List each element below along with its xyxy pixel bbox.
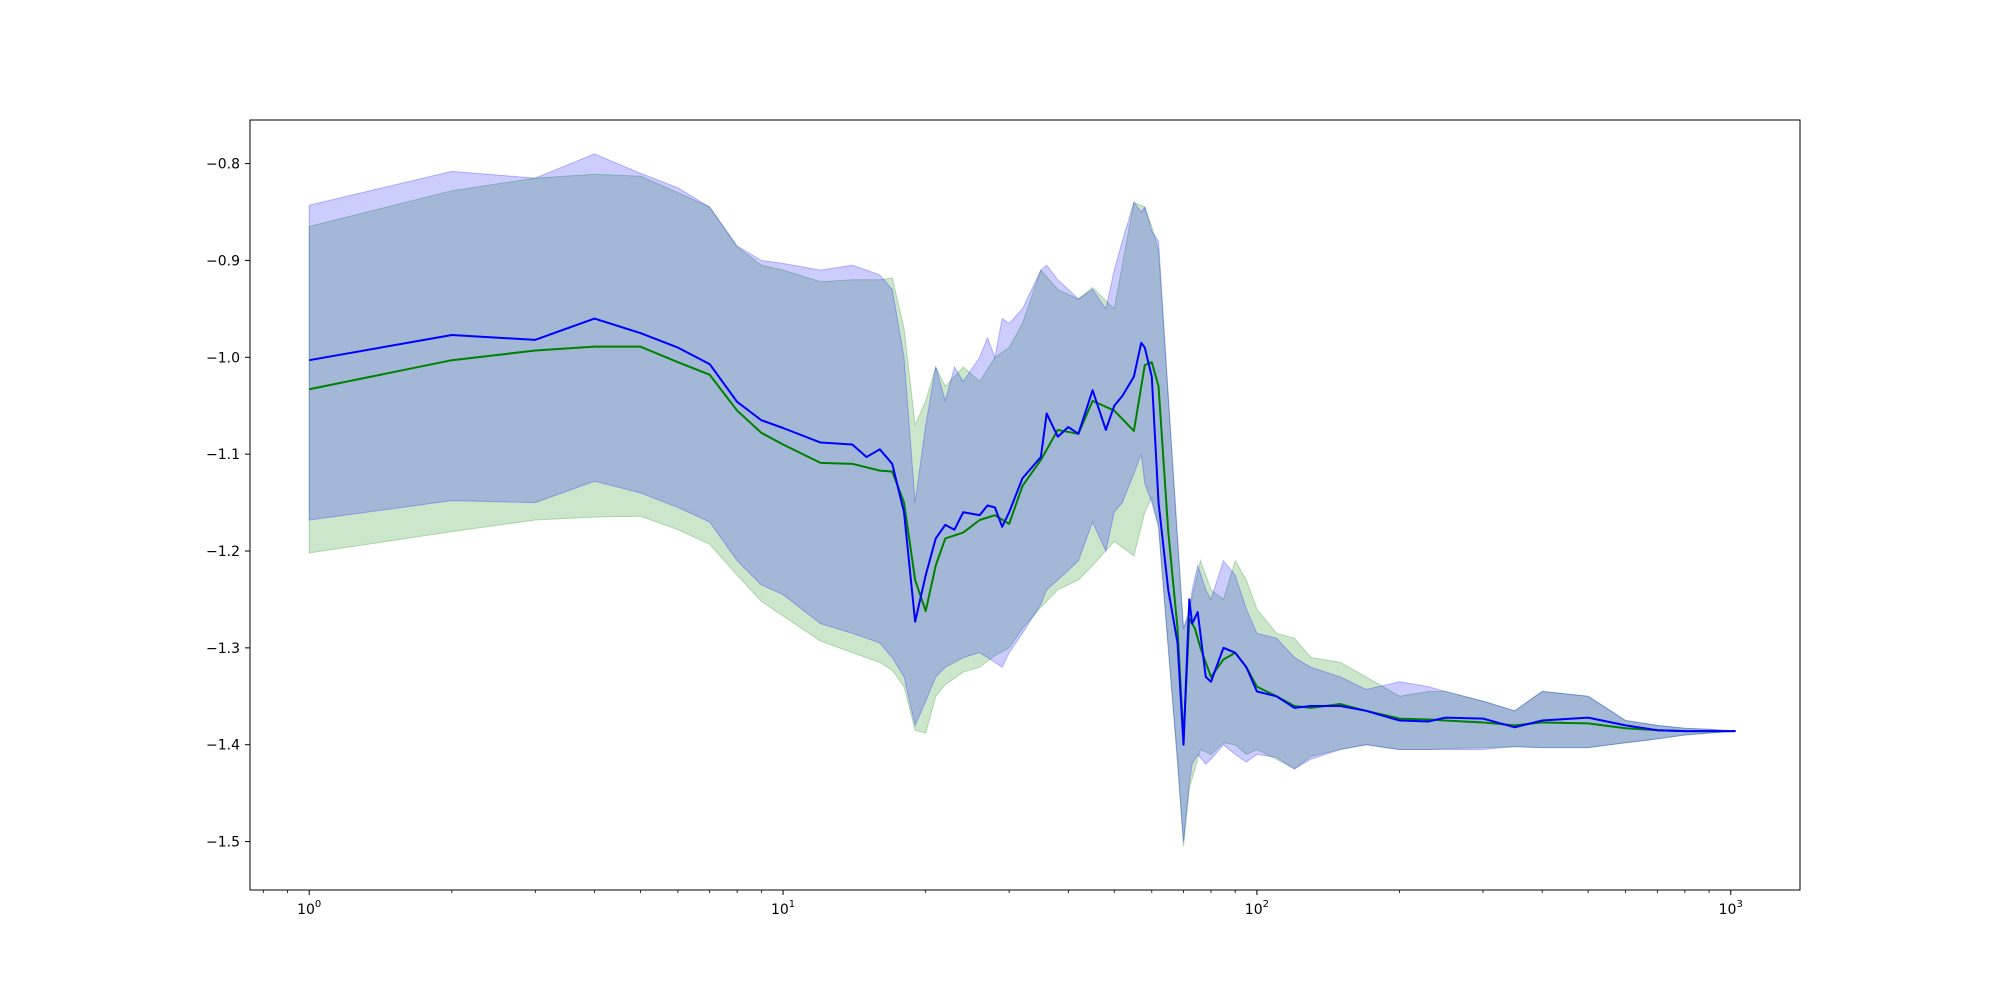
x-tick-label-exponent: 2 bbox=[1263, 899, 1269, 910]
y-tick-label: −0.9 bbox=[206, 253, 240, 269]
x-axis: 100 101 102 103 bbox=[262, 890, 1743, 918]
series-2-line bbox=[309, 317, 1736, 746]
axes-frame bbox=[249, 119, 1801, 891]
x-tick-label: 100 bbox=[297, 899, 321, 918]
x-tick-label-exponent: 1 bbox=[789, 899, 795, 910]
y-tick-label: −1.0 bbox=[206, 350, 240, 366]
y-tick-label: −1.1 bbox=[206, 447, 240, 463]
series-1-line bbox=[309, 345, 1736, 741]
x-tick-label-exponent: 3 bbox=[1736, 899, 1742, 910]
y-tick-label: −0.8 bbox=[206, 157, 240, 173]
x-tick-label-base: 10 bbox=[771, 902, 789, 918]
x-tick-label-base: 10 bbox=[297, 902, 315, 918]
x-tick-label: 102 bbox=[1245, 899, 1269, 918]
y-tick-label: −1.4 bbox=[206, 738, 240, 754]
y-tick-label: −1.5 bbox=[206, 835, 240, 851]
y-tick-label: −1.3 bbox=[206, 641, 240, 657]
x-tick-label: 103 bbox=[1719, 899, 1743, 918]
y-tick-label: −1.2 bbox=[206, 544, 240, 560]
plot-content bbox=[308, 153, 1736, 847]
x-tick-label-base: 10 bbox=[1719, 902, 1737, 918]
x-tick-label: 101 bbox=[771, 899, 795, 918]
y-axis: −0.8 −0.9 −1.0 −1.1 −1.2 −1.3 −1.4 −1.5 bbox=[206, 157, 250, 851]
plot-area bbox=[308, 153, 1736, 847]
x-tick-label-base: 10 bbox=[1245, 902, 1263, 918]
x-tick-label-exponent: 0 bbox=[315, 899, 321, 910]
